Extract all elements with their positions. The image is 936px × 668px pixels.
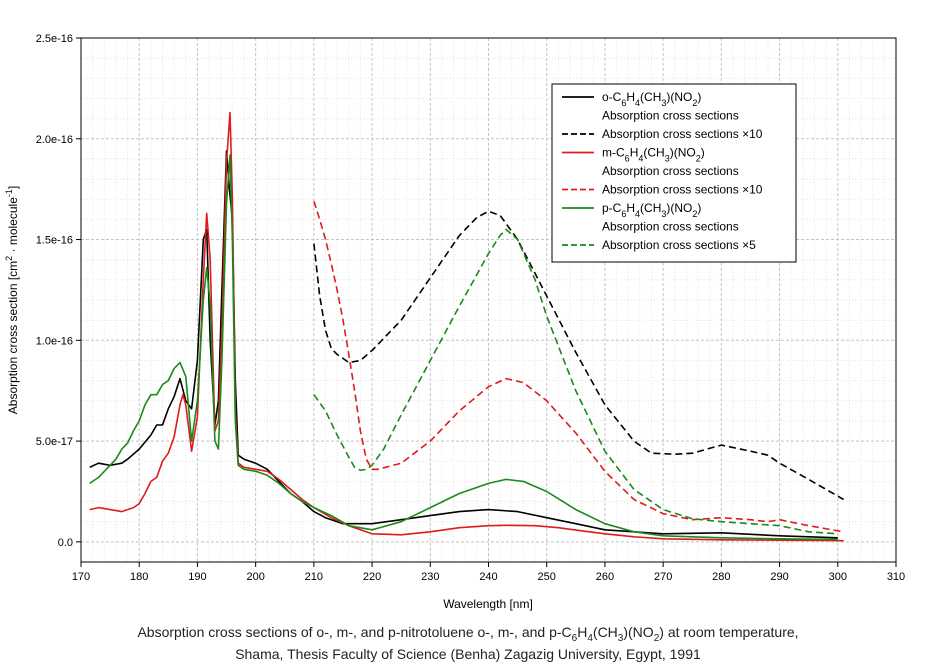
y-tick-label: 0.0 <box>58 537 73 549</box>
legend-label-5-sub: Absorption cross sections <box>602 220 739 234</box>
x-tick-label: 250 <box>538 571 556 583</box>
legend-label-1-sub: Absorption cross sections <box>602 109 739 123</box>
y-axis-title: Absorption cross section [cm2 · molecule… <box>4 186 20 414</box>
legend-label-3: m-C6H4(CH3)(NO2) <box>602 146 705 164</box>
x-tick-label: 270 <box>654 571 672 583</box>
series-line-5 <box>89 154 838 541</box>
y-tick-label: 1.0e-16 <box>36 335 73 347</box>
legend-label-4: Absorption cross sections ×10 <box>602 183 763 197</box>
chart: 170 180 190 200 210 220 230 240 250 260 270 280 290 3… <box>4 33 905 611</box>
x-tick-label: 180 <box>130 571 148 583</box>
y-tick-label: 2.5e-16 <box>36 33 73 45</box>
y-tick-label: 5.0e-17 <box>36 436 73 448</box>
y-tick-label: 1.5e-16 <box>36 235 73 247</box>
x-tick-label: 220 <box>363 571 381 583</box>
x-tick-label: 190 <box>188 571 206 583</box>
x-tick-label: 230 <box>421 571 439 583</box>
x-tick-label: 280 <box>712 571 730 583</box>
series-line-6 <box>313 228 838 535</box>
series-line-2 <box>313 210 844 501</box>
x-tick-label: 200 <box>246 571 264 583</box>
x-tick-label: 210 <box>305 571 323 583</box>
x-tick-label: 240 <box>479 571 497 583</box>
series-line-4 <box>313 200 844 533</box>
legend-box <box>551 83 797 263</box>
legend: o-C6H4(CH3)(NO2)Absorption cross section… <box>551 83 797 263</box>
x-axis-title: Wavelength [nm] <box>443 597 533 611</box>
legend-label-3-sub: Absorption cross sections <box>602 164 739 178</box>
caption-line-2: Shama, Thesis Faculty of Science (Benha)… <box>235 646 701 662</box>
y-tick-label: 2.0e-16 <box>36 134 73 146</box>
legend-label-6: Absorption cross sections ×5 <box>602 238 756 252</box>
x-tick-label: 300 <box>829 571 847 583</box>
x-tick-label: 290 <box>770 571 788 583</box>
legend-label-1: o-C6H4(CH3)(NO2) <box>602 90 701 108</box>
caption-line-1: Absorption cross sections of o-, m-, and… <box>137 624 799 644</box>
series-lines <box>89 111 844 542</box>
x-tick-label: 170 <box>72 571 90 583</box>
legend-label-2: Absorption cross sections ×10 <box>602 127 763 141</box>
legend-label-5: p-C6H4(CH3)(NO2) <box>602 201 701 219</box>
axis-ticks: 170 180 190 200 210 220 230 240 250 260 270 280 290 3… <box>36 33 905 583</box>
x-tick-label: 310 <box>887 571 905 583</box>
x-tick-label: 260 <box>596 571 614 583</box>
